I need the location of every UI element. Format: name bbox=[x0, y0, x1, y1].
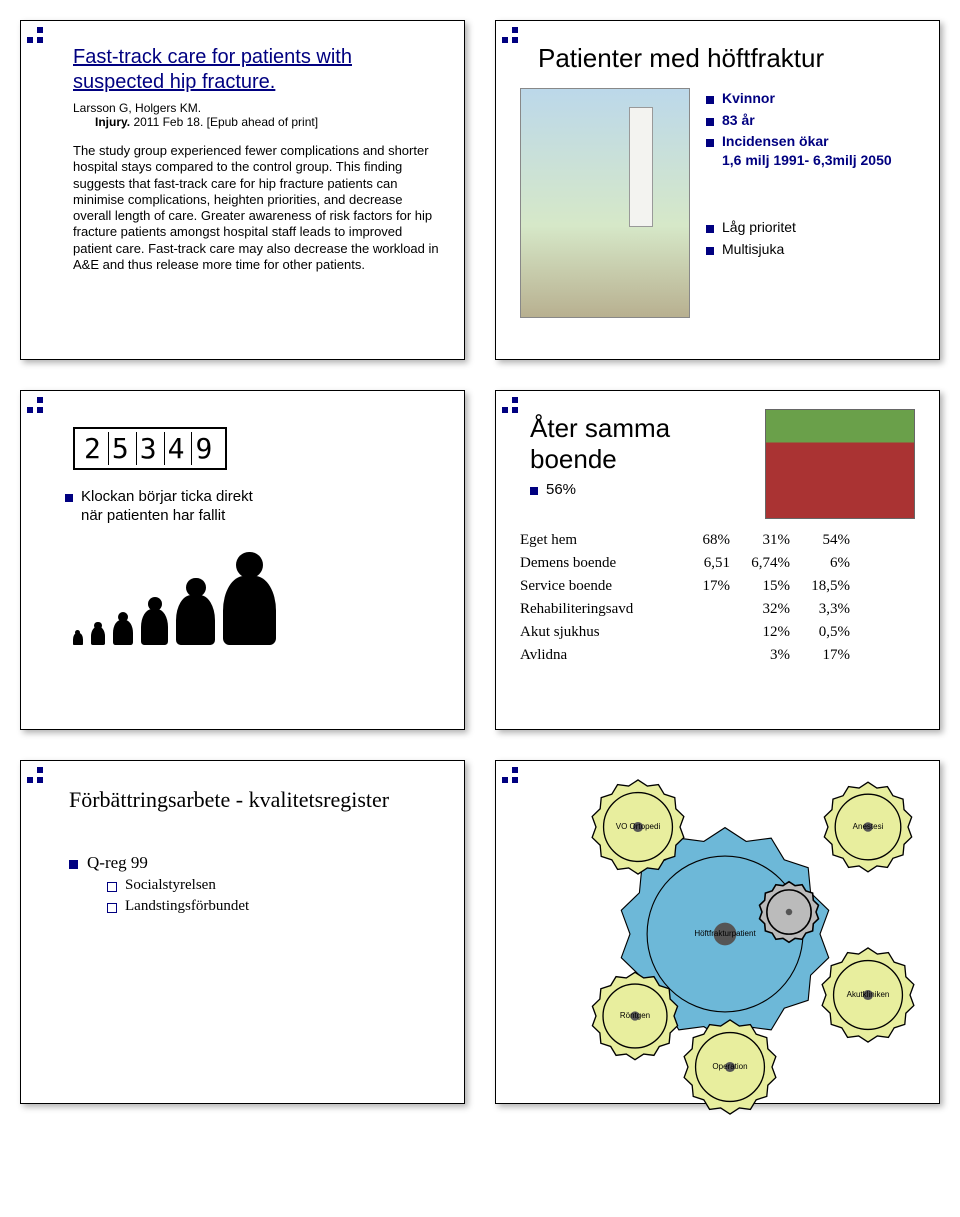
slide-6: HöftfrakturpatientVO OrtopediAnestesiRön… bbox=[495, 760, 940, 1104]
gear-anestesi: Anestesi bbox=[838, 797, 898, 857]
gear-diagram: HöftfrakturpatientVO OrtopediAnestesiRön… bbox=[520, 779, 915, 1079]
counter-digit: 3 bbox=[137, 432, 165, 465]
slide4-title: Åter samma boende bbox=[530, 413, 751, 475]
table-cell: 31% bbox=[740, 529, 800, 552]
table-cell: 54% bbox=[800, 529, 860, 552]
slide5-sub-list: Socialstyrelsen Landstingsförbundet bbox=[107, 877, 440, 915]
slide5-sub-item: Socialstyrelsen bbox=[107, 877, 440, 894]
person-icon bbox=[73, 630, 83, 646]
table-cell: Eget hem bbox=[520, 529, 680, 552]
table-cell: 17% bbox=[680, 575, 740, 598]
table-cell: 6,51 bbox=[680, 552, 740, 575]
corner-icon bbox=[502, 397, 528, 417]
corner-icon bbox=[502, 27, 528, 47]
table-cell: 12% bbox=[740, 621, 800, 644]
people-icons bbox=[73, 552, 440, 646]
slide2-bullet-item: Kvinnor bbox=[706, 90, 892, 108]
person-icon bbox=[176, 578, 215, 646]
table-row: Service boende17%15%18,5% bbox=[520, 575, 860, 598]
journal-name: Injury. bbox=[95, 115, 130, 129]
table-cell: 6,74% bbox=[740, 552, 800, 575]
table-row: Akut sjukhus 12%0,5% bbox=[520, 621, 860, 644]
slide2-bullet-item: Multisjuka bbox=[706, 241, 892, 259]
slide2-bullets-top: Kvinnor 83 år Incidensen ökar1,6 milj 1991… bbox=[706, 90, 892, 169]
slide2-bullet-item: 83 år bbox=[706, 112, 892, 130]
slide-1: Fast-track care for patients with suspec… bbox=[20, 20, 465, 360]
slide-3: 25349 Klockan börjar ticka direkt när pa… bbox=[20, 390, 465, 730]
counter-digit: 2 bbox=[81, 432, 109, 465]
table-cell: Avlidna bbox=[520, 644, 680, 667]
slide5-main-label: Q-reg 99 bbox=[87, 853, 148, 872]
gear-vo-ortopedi: VO Ortopedi bbox=[606, 795, 670, 859]
slide5-sub-item: Landstingsförbundet bbox=[107, 898, 440, 915]
gear-röntgen: Röntgen bbox=[606, 987, 664, 1045]
slide2-bullets-bottom: Låg prioritet Multisjuka bbox=[706, 219, 892, 258]
slide2-bullet-item: Incidensen ökar1,6 milj 1991- 6,3milj 20… bbox=[706, 133, 892, 169]
slide-4: Åter samma boende 56% Eget hem68%31%54%D… bbox=[495, 390, 940, 730]
journal-rest: 2011 Feb 18. [Epub ahead of print] bbox=[130, 115, 318, 129]
table-cell: 6% bbox=[800, 552, 860, 575]
table-cell: 3,3% bbox=[800, 598, 860, 621]
table-cell bbox=[680, 598, 740, 621]
slide2-bullet-item: Låg prioritet bbox=[706, 219, 892, 237]
gear-tiny bbox=[772, 895, 806, 929]
slide4-pct: 56% bbox=[530, 481, 751, 500]
table-row: Rehabiliteringsavd 32%3,3% bbox=[520, 598, 860, 621]
table-cell: 3% bbox=[740, 644, 800, 667]
slide5-main-bullet: Q-reg 99 Socialstyrelsen Landstingsförbun… bbox=[69, 853, 440, 915]
corner-icon bbox=[27, 767, 53, 787]
gear-akutkliniken: Akutkliniken bbox=[836, 963, 900, 1027]
table-row: Avlidna 3%17% bbox=[520, 644, 860, 667]
table-cell: 32% bbox=[740, 598, 800, 621]
corner-icon bbox=[27, 27, 53, 47]
table-cell: Rehabiliteringsavd bbox=[520, 598, 680, 621]
gear-operation: Operation bbox=[698, 1035, 762, 1099]
slide1-title-link[interactable]: Fast-track care for patients with suspec… bbox=[73, 45, 440, 95]
table-cell: 15% bbox=[740, 575, 800, 598]
table-row: Demens boende6,516,74%6% bbox=[520, 552, 860, 575]
table-cell: 68% bbox=[680, 529, 740, 552]
table-cell: Service boende bbox=[520, 575, 680, 598]
slide4-photo bbox=[765, 409, 915, 519]
slide2-photo bbox=[520, 88, 690, 318]
slide5-title: Förbättringsarbete - kvalitetsregister bbox=[69, 787, 440, 813]
slide1-journal: Injury. 2011 Feb 18. [Epub ahead of prin… bbox=[95, 115, 440, 129]
table-cell bbox=[680, 644, 740, 667]
table-cell bbox=[680, 621, 740, 644]
counter-digit: 5 bbox=[109, 432, 137, 465]
table-cell: 17% bbox=[800, 644, 860, 667]
slide4-table: Eget hem68%31%54%Demens boende6,516,74%6… bbox=[520, 529, 860, 667]
counter-digit: 4 bbox=[165, 432, 193, 465]
counter: 25349 bbox=[73, 427, 227, 470]
slide1-body: The study group experienced fewer compli… bbox=[73, 143, 440, 273]
slide1-authors: Larsson G, Holgers KM. bbox=[73, 101, 440, 115]
counter-digit: 9 bbox=[192, 432, 219, 465]
table-row: Eget hem68%31%54% bbox=[520, 529, 860, 552]
person-icon bbox=[113, 612, 133, 646]
slide-2: Patienter med höftfraktur Kvinnor 83 år In… bbox=[495, 20, 940, 360]
corner-icon bbox=[27, 397, 53, 417]
slide3-bullet: Klockan börjar ticka direkt när patiente… bbox=[65, 488, 265, 526]
person-icon bbox=[223, 552, 276, 646]
table-cell: 0,5% bbox=[800, 621, 860, 644]
table-cell: Akut sjukhus bbox=[520, 621, 680, 644]
person-icon bbox=[91, 622, 105, 646]
table-cell: Demens boende bbox=[520, 552, 680, 575]
person-icon bbox=[141, 597, 169, 645]
slide-5: Förbättringsarbete - kvalitetsregister Q… bbox=[20, 760, 465, 1104]
table-cell: 18,5% bbox=[800, 575, 860, 598]
slide2-title: Patienter med höftfraktur bbox=[538, 43, 915, 74]
